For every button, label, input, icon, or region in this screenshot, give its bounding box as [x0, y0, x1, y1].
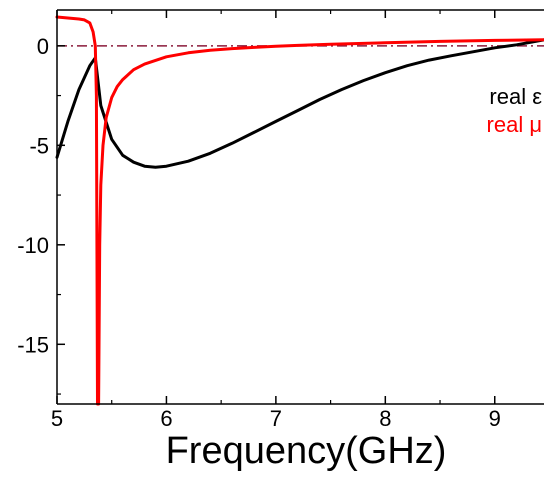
series-line-1	[55, 15, 544, 406]
series-layer	[55, 15, 544, 406]
x-tick-label: 6	[160, 406, 172, 431]
x-tick-label: 5	[51, 406, 63, 431]
x-tick-label: 7	[270, 406, 282, 431]
x-tick-label: 9	[489, 406, 501, 431]
legend-entry-1: real μ	[487, 112, 542, 137]
y-tick-label: -15	[17, 332, 49, 357]
y-tick-label: 0	[37, 34, 49, 59]
series-line-0	[55, 38, 544, 169]
y-tick-label: -5	[29, 133, 49, 158]
y-tick-label: -10	[17, 233, 49, 258]
legend-entry-0: real ε	[489, 84, 542, 109]
x-axis-title: Frequency(GHz)	[166, 430, 447, 472]
axes-layer: 5 6 7 8 9 0 -5 -10 -15	[17, 9, 544, 431]
legend: real ε real μ	[487, 84, 543, 137]
x-tick-label: 8	[379, 406, 391, 431]
